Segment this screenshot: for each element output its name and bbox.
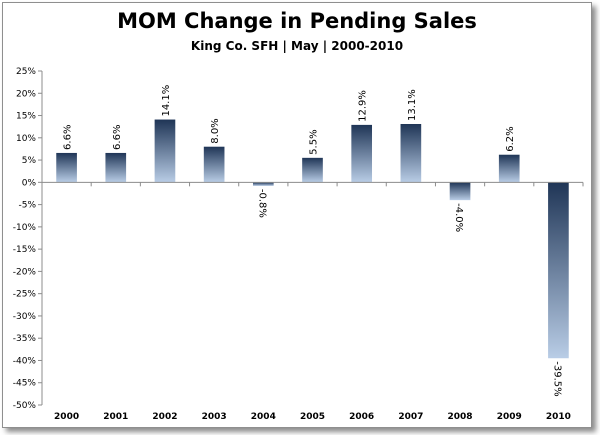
x-category-label: 2001 bbox=[103, 412, 128, 422]
data-label-2003: 8.0% bbox=[210, 118, 221, 143]
bar-2010 bbox=[548, 182, 569, 359]
y-tick-label: -35% bbox=[13, 334, 37, 344]
y-tick-label: 5% bbox=[22, 156, 37, 166]
y-tick-label: 15% bbox=[16, 112, 36, 122]
data-label-2005: 5.5% bbox=[309, 129, 320, 154]
x-category-label: 2003 bbox=[202, 412, 227, 422]
x-category-label: 2008 bbox=[448, 412, 473, 422]
bar-2007 bbox=[400, 123, 422, 183]
data-label-2009: 6.2% bbox=[505, 126, 516, 151]
y-tick-label: -5% bbox=[18, 201, 36, 211]
data-label-2010: -39.5% bbox=[551, 361, 562, 396]
x-category-label: 2007 bbox=[398, 412, 423, 422]
y-tick-label: 0% bbox=[22, 178, 37, 188]
x-category-label: 2006 bbox=[349, 412, 374, 422]
bar-2008 bbox=[449, 182, 471, 201]
bar-2004 bbox=[252, 182, 274, 186]
x-category-label: 2009 bbox=[497, 412, 522, 422]
data-label-2000: 6.6% bbox=[63, 125, 74, 150]
y-tick-label: -40% bbox=[13, 356, 37, 366]
data-label-2001: 6.6% bbox=[112, 125, 123, 150]
data-label-2004: -0.8% bbox=[256, 189, 267, 218]
y-tick-label: -45% bbox=[13, 379, 37, 389]
x-category-label: 2010 bbox=[546, 412, 571, 422]
bar-2001 bbox=[105, 152, 127, 183]
chart-title: MOM Change in Pending Sales bbox=[117, 9, 477, 33]
bar-2005 bbox=[302, 157, 323, 183]
x-category-label: 2005 bbox=[300, 412, 325, 422]
y-tick-label: 25% bbox=[16, 67, 36, 77]
bar-2002 bbox=[154, 119, 176, 183]
bar-2006 bbox=[351, 124, 373, 183]
bar-2000 bbox=[56, 152, 77, 183]
data-label-2008: -4.0% bbox=[453, 203, 464, 232]
y-tick-label: -15% bbox=[13, 245, 37, 255]
y-tick-label: 20% bbox=[16, 89, 36, 99]
chart-frame: MOM Change in Pending Sales King Co. SFH… bbox=[2, 2, 592, 428]
data-label-2002: 14.1% bbox=[161, 85, 172, 117]
y-tick-label: -50% bbox=[13, 401, 37, 411]
y-tick-label: -25% bbox=[13, 290, 37, 300]
data-label-2007: 13.1% bbox=[407, 89, 418, 121]
y-tick-label: -10% bbox=[13, 223, 37, 233]
bar-2003 bbox=[203, 146, 225, 183]
bar-chart: 25% 20% 15% 10% 5% 0% -5% -10% -15% -20% -25% -30% -… bbox=[13, 67, 584, 422]
x-category-label: 2000 bbox=[54, 412, 79, 422]
y-tick-label: 10% bbox=[16, 134, 36, 144]
y-tick-label: -30% bbox=[13, 312, 37, 322]
x-category-label: 2004 bbox=[251, 412, 276, 422]
x-category-label: 2002 bbox=[152, 412, 177, 422]
y-tick-label: -20% bbox=[13, 267, 37, 277]
chart-subtitle: King Co. SFH | May | 2000-2010 bbox=[190, 39, 404, 53]
data-label-2006: 12.9% bbox=[358, 90, 369, 122]
bar-2009 bbox=[498, 154, 520, 183]
